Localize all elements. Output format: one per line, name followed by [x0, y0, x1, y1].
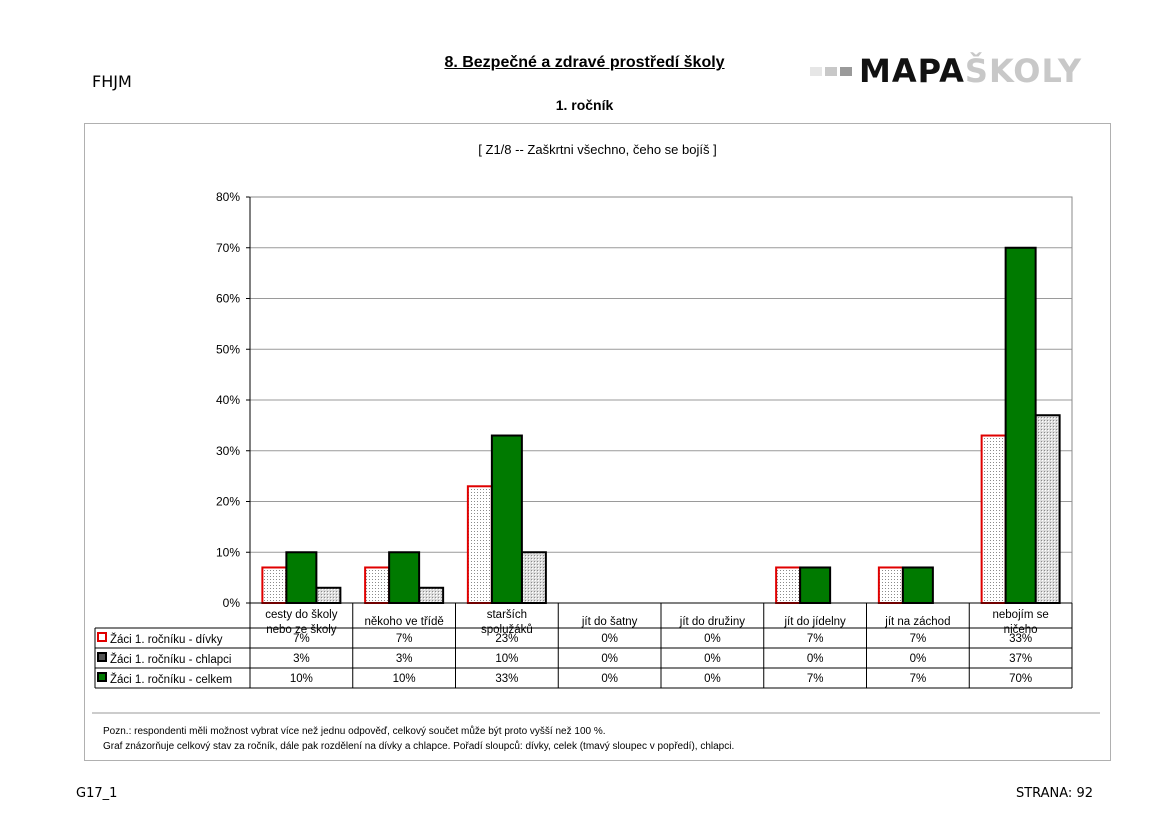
bar-celkem [285, 551, 318, 604]
logo-square-icon [840, 66, 852, 76]
note-line: Graf znázorňuje celkový stav za ročník, … [103, 741, 735, 752]
gridlines [250, 196, 1072, 553]
bar-divky [364, 566, 391, 604]
x-category-label: jít do šatny [581, 616, 638, 628]
bar-chlapci [418, 586, 445, 605]
y-tick-label: 70% [216, 241, 240, 255]
x-category-label: jít do družiny [679, 616, 745, 628]
table-cell-value: 0% [601, 653, 618, 665]
y-tick-label: 10% [216, 545, 240, 559]
x-category-label: jít do jídelny [783, 616, 846, 628]
footer-code: G17_1 [76, 786, 118, 801]
x-category-label: spolužáků [481, 624, 533, 636]
table-cell-value: 0% [910, 653, 927, 665]
logo-text-light: ŠKOLY [964, 52, 1083, 90]
table-cell-value: 0% [601, 673, 618, 685]
x-category-label: nebojím se [992, 609, 1048, 621]
chart-title: [ Z1/8 -- Zaškrtni všechno, čeho se bojí… [478, 142, 717, 157]
page-subtitle: 1. ročník [555, 97, 614, 113]
bar-divky [775, 566, 802, 604]
logo-text-dark: MAPA [859, 52, 965, 90]
logo-square-icon [825, 66, 837, 76]
legend-label: Žáci 1. ročníku - dívky [110, 633, 223, 646]
table-cell-value: 10% [393, 673, 416, 685]
table-cell-value: 33% [1009, 633, 1032, 645]
chart-notes: Pozn.: respondenti měli možnost vybrat v… [103, 724, 734, 754]
bar-celkem [490, 434, 523, 604]
table-cell-value: 7% [807, 673, 824, 685]
table-cell-value: 10% [290, 673, 313, 685]
bar-divky [877, 566, 904, 604]
x-category-label: ničeho [1004, 624, 1038, 636]
table-cell-value: 0% [704, 673, 721, 685]
table-cell-value: 0% [601, 633, 618, 645]
bar-divky [261, 566, 288, 604]
chart-frame [84, 123, 1111, 761]
bar-celkem [901, 566, 934, 604]
table-cell-value: 0% [704, 653, 721, 665]
table-cell-value: 23% [495, 633, 518, 645]
y-tick-label: 40% [216, 393, 240, 407]
table-cell-value: 7% [396, 633, 413, 645]
table-cell-value: 7% [910, 673, 927, 685]
x-category-label: starších [487, 609, 527, 621]
table-cell-value: 7% [807, 633, 824, 645]
page-number: STRANA: 92 [1015, 786, 1093, 801]
legend-key [97, 652, 107, 662]
bar-divky [466, 485, 493, 604]
bars [261, 246, 1061, 605]
bar-celkem [388, 551, 421, 604]
bar-celkem [799, 566, 832, 604]
table-cell-value: 7% [293, 633, 310, 645]
table-cell-value: 3% [396, 653, 413, 665]
bar-chlapci [315, 586, 342, 605]
legend-key [97, 672, 107, 682]
logo-square-icon [810, 66, 822, 76]
table-cell-value: 7% [910, 633, 927, 645]
y-tick-label: 60% [216, 292, 240, 306]
y-tick-label: 0% [223, 596, 241, 610]
table-cell-value: 10% [495, 653, 518, 665]
school-code: FHJM [92, 72, 132, 91]
bar-chlapci [520, 551, 547, 604]
table-cell-value: 0% [704, 633, 721, 645]
bar-celkem [1004, 246, 1037, 604]
y-tick-label: 50% [216, 342, 240, 356]
bar-divky [980, 434, 1007, 604]
x-category-label: jít na záchod [884, 616, 950, 628]
bar-chlapci [1034, 414, 1061, 604]
table-cell-value: 0% [807, 653, 824, 665]
table-cell-value: 70% [1009, 673, 1032, 685]
x-category-label: někoho ve třídě [364, 616, 443, 628]
legend-label: Žáci 1. ročníku - chlapci [110, 653, 231, 666]
x-category-label: nebo ze školy [266, 624, 337, 636]
y-tick-label: 30% [216, 444, 240, 458]
x-category-label: cesty do školy [265, 609, 337, 621]
logo-text: MAPAŠKOLY [859, 54, 1082, 88]
page-title-text: 8. Bezpečné a zdravé prostředí školy [444, 54, 725, 71]
data-table: cesty do školy nebo ze školy někoho ve tří… [92, 603, 1100, 714]
legend-key [97, 632, 107, 642]
note-line: Pozn.: respondenti měli možnost vybrat v… [103, 726, 606, 737]
table-cell-value: 3% [293, 653, 310, 665]
page-title: 8. Bezpečné a zdravé prostředí školy [0, 54, 1169, 72]
table-cell-value: 37% [1009, 653, 1032, 665]
mapa-skoly-logo: MAPAŠKOLY [810, 54, 1082, 88]
y-tick-label: 80% [216, 190, 240, 204]
y-tick-label: 20% [216, 495, 240, 509]
axes: 0% 10% 20% 30% 40% 50% 60% 70% 80% [216, 190, 1073, 610]
table-cell-value: 33% [495, 673, 518, 685]
legend-label: Žáci 1. ročníku - celkem [110, 673, 232, 686]
